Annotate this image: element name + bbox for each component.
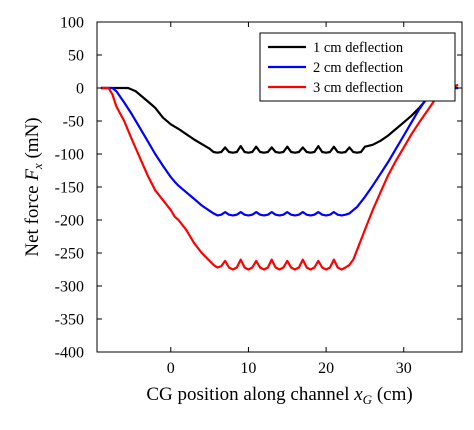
legend: 1 cm deflection 2 cm deflection 3 cm defle… bbox=[259, 32, 456, 102]
y-tick-label: -200 bbox=[55, 213, 84, 230]
y-tick-label: -50 bbox=[63, 114, 84, 131]
y-tick-label: -100 bbox=[55, 147, 84, 164]
x-tick-label: 0 bbox=[167, 360, 175, 377]
legend-entries: 1 cm deflection 2 cm deflection 3 cm defle… bbox=[268, 40, 404, 96]
y-tick-label: 0 bbox=[76, 81, 84, 98]
y-tick-label: -350 bbox=[55, 312, 84, 329]
series-line-1 bbox=[100, 86, 459, 154]
y-axis-title-prefix: Net force bbox=[22, 181, 43, 257]
x-axis-title-subscript: G bbox=[363, 392, 373, 407]
y-tick-label: 50 bbox=[68, 48, 84, 65]
x-axis-title-symbol: x bbox=[353, 384, 363, 405]
y-tick-label: 100 bbox=[60, 15, 84, 32]
x-tick-label: 20 bbox=[318, 360, 334, 377]
plot-area: 0 10 20 30 100 50 0 -50 -100 -150 -200 -250 -300 -350… bbox=[55, 15, 463, 377]
x-axis-title-suffix: (cm) bbox=[372, 384, 413, 405]
x-axis-title: CG position along channel xG (cm) bbox=[146, 384, 412, 407]
x-tick-label: 10 bbox=[240, 360, 256, 377]
y-axis-title-symbol: F bbox=[22, 169, 43, 182]
legend-label-2: 2 cm deflection bbox=[313, 60, 404, 76]
series-line-2 bbox=[100, 86, 459, 217]
y-axis-title: Net force Fx (mN) bbox=[22, 117, 45, 256]
legend-label-3: 3 cm deflection bbox=[313, 80, 404, 96]
series-layer bbox=[100, 83, 459, 271]
series-line-3 bbox=[100, 83, 459, 271]
y-tick-label: -150 bbox=[55, 180, 84, 197]
legend-label-1: 1 cm deflection bbox=[313, 40, 404, 56]
y-tick-label: -400 bbox=[55, 345, 84, 362]
y-axis-title-subscript: x bbox=[30, 163, 45, 170]
ticks-layer: 0 10 20 30 100 50 0 -50 -100 -150 -200 -250 -300 -350… bbox=[55, 15, 462, 377]
y-axis-title-suffix: (mN) bbox=[22, 117, 43, 163]
y-tick-label: -300 bbox=[55, 279, 84, 296]
x-tick-label: 30 bbox=[396, 360, 412, 377]
y-tick-label: -250 bbox=[55, 246, 84, 263]
x-axis-title-prefix: CG position along channel bbox=[146, 384, 354, 405]
